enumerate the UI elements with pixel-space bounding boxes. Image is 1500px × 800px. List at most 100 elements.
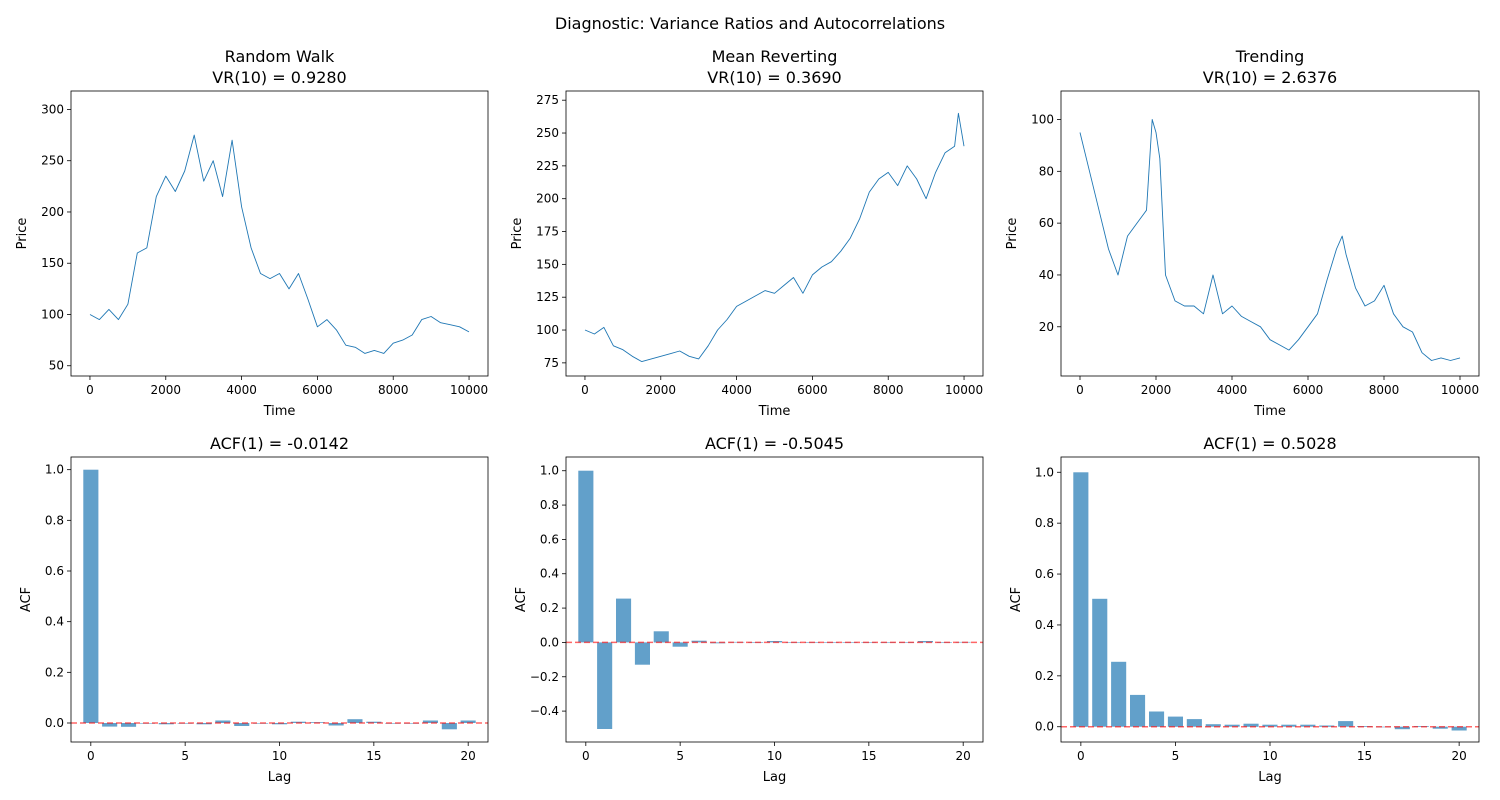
- acf-bar: [121, 723, 137, 727]
- acf-bar: [1338, 721, 1354, 727]
- subplot-6: ACF(1) = 0.5028 0 5 10 15 20 0.0 0.2 0.4 0.6 0.8 1.…: [1009, 434, 1480, 785]
- x-tick-label: 8000: [378, 383, 409, 397]
- acf-bar: [1186, 719, 1202, 727]
- y-axis-label: Price: [1005, 218, 1020, 250]
- acf-bar: [1243, 723, 1259, 727]
- x-tick-label: 15: [366, 749, 381, 763]
- axes-frame: [1060, 90, 1480, 377]
- y-tick-label: 0.4: [540, 567, 559, 581]
- y-tick-label: 125: [536, 290, 559, 304]
- plot-area: [89, 134, 470, 354]
- x-tick-label: 20: [956, 749, 971, 763]
- acf-bar: [1224, 724, 1240, 727]
- x-tick-label: 5: [1172, 749, 1180, 763]
- y-axis-label: ACF: [514, 587, 529, 612]
- acf-bar: [1073, 472, 1089, 727]
- x-tick-label: 10: [272, 749, 287, 763]
- y-tick-label: 1.0: [540, 464, 559, 478]
- y-tick-label: 60: [1039, 216, 1054, 230]
- y-tick-label: −0.4: [530, 704, 559, 718]
- x-tick-label: 0: [1077, 749, 1085, 763]
- x-tick-label: 10: [1262, 749, 1277, 763]
- y-tick-label: 200: [41, 205, 64, 219]
- acf-bar: [1262, 724, 1278, 727]
- x-axis-label: Lag: [268, 770, 291, 785]
- y-axis-label: Price: [510, 218, 525, 250]
- x-tick-label: 5: [676, 749, 684, 763]
- x-tick-label: 4000: [226, 383, 257, 397]
- acf-bar: [234, 723, 250, 726]
- price-series-line: [1079, 119, 1461, 361]
- acf-bar: [215, 720, 231, 723]
- y-tick-label: 50: [49, 359, 64, 373]
- y-tick-label: 0.2: [1035, 669, 1054, 683]
- x-tick-label: 2000: [645, 383, 676, 397]
- x-tick-label: 20: [461, 749, 476, 763]
- y-tick-label: 0.0: [1035, 720, 1054, 734]
- y-tick-label: 300: [41, 102, 64, 116]
- acf-bar: [1130, 694, 1146, 727]
- acf-bar: [634, 642, 650, 665]
- subplot-title: ACF(1) = 0.5028: [1203, 434, 1336, 453]
- y-tick-label: 80: [1039, 164, 1054, 178]
- acf-bar: [404, 723, 420, 724]
- acf-bar: [729, 641, 745, 643]
- acf-bar: [880, 642, 896, 643]
- y-tick-label: 1.0: [45, 463, 64, 477]
- x-axis-label: Time: [1253, 404, 1286, 419]
- acf-bar: [1451, 726, 1467, 731]
- x-tick-label: 15: [861, 749, 876, 763]
- y-tick-label: 200: [536, 192, 559, 206]
- y-tick-label: 0.2: [45, 665, 64, 679]
- x-tick-label: 2000: [150, 383, 181, 397]
- x-axis-label: Time: [263, 404, 296, 419]
- y-tick-label: 250: [41, 154, 64, 168]
- y-tick-label: 150: [41, 256, 64, 270]
- x-tick-label: 10000: [450, 383, 488, 397]
- y-tick-label: 0.8: [540, 498, 559, 512]
- acf-bar: [1300, 724, 1316, 727]
- x-axis-label: Lag: [763, 770, 786, 785]
- price-series-line: [584, 112, 965, 363]
- x-tick-label: 4000: [721, 383, 752, 397]
- subplot-1: Random Walk VR(10) = 0.9280 0 2000 4000 6000 8…: [15, 47, 489, 419]
- acf-bar: [1432, 726, 1448, 729]
- x-tick-label: 10: [767, 749, 782, 763]
- subplot-subtitle: VR(10) = 2.6376: [1203, 68, 1337, 87]
- acf-bar: [196, 723, 212, 725]
- x-tick-label: 0: [581, 383, 589, 397]
- x-tick-label: 8000: [1369, 383, 1400, 397]
- y-tick-label: 20: [1039, 320, 1054, 334]
- y-tick-label: 0.2: [540, 601, 559, 615]
- acf-bar: [460, 720, 476, 723]
- subplot-subtitle: VR(10) = 0.3690: [707, 68, 841, 87]
- y-tick-label: 0.0: [540, 635, 559, 649]
- acf-bar: [1111, 661, 1127, 727]
- price-series-line: [89, 134, 470, 354]
- y-tick-label: 150: [536, 257, 559, 271]
- acf-bar: [1281, 724, 1297, 727]
- acf-bar: [1092, 598, 1108, 727]
- subplot-5: ACF(1) = -0.5045 0 5 10 15 20 −0.4 −0.2 0.0 0.2 0.…: [514, 434, 984, 785]
- acf-bar: [177, 723, 193, 724]
- x-tick-label: 6000: [797, 383, 828, 397]
- acf-bar: [1167, 716, 1183, 727]
- y-tick-label: 75: [544, 356, 559, 370]
- plot-area: [1061, 472, 1479, 731]
- axes-frame: [565, 90, 984, 377]
- y-tick-label: 225: [536, 159, 559, 173]
- plot-area: [71, 469, 488, 730]
- acf-bar: [899, 642, 915, 643]
- y-tick-label: 250: [536, 126, 559, 140]
- subplot-4: ACF(1) = -0.0142 0 5 10 15 20 0.0 0.2 0.4 0.6 0.8 1…: [19, 434, 489, 785]
- acf-bar: [653, 631, 669, 643]
- plot-area: [584, 112, 965, 363]
- acf-bar: [102, 723, 118, 727]
- acf-bar: [710, 642, 726, 644]
- acf-bar: [328, 723, 344, 726]
- y-tick-label: 0.6: [540, 532, 559, 546]
- acf-bar: [691, 640, 707, 643]
- acf-bar: [385, 723, 401, 724]
- subplot-3: Trending VR(10) = 2.6376 0 2000 4000 6000 8000…: [1005, 47, 1480, 419]
- acf-bar: [672, 642, 688, 647]
